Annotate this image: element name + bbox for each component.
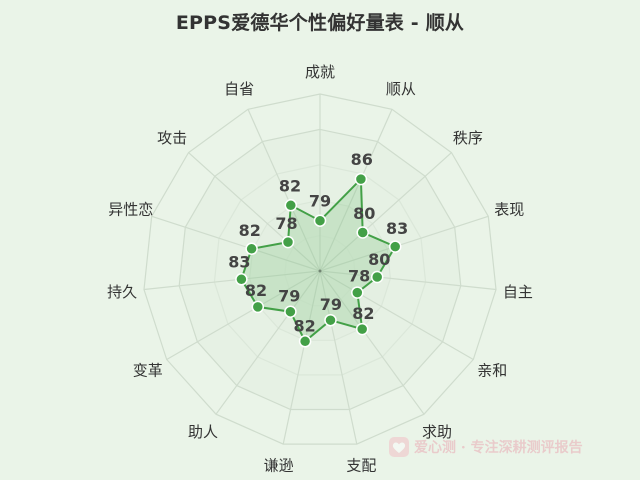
data-point-4 xyxy=(388,240,402,253)
chart-title: EPPS爱德华个性偏好量表 - 顺从 xyxy=(175,12,465,34)
value-label-12: 83 xyxy=(228,253,250,272)
watermark-text: 爱心测 · 专注深耕测评报告 xyxy=(414,440,583,456)
axis-line-13 xyxy=(151,215,321,272)
value-label-11: 82 xyxy=(245,281,267,300)
value-label-13: 82 xyxy=(239,221,261,240)
value-label-7: 82 xyxy=(352,304,374,323)
data-point-6 xyxy=(351,286,364,299)
value-label-2: 86 xyxy=(351,150,373,169)
value-label-14: 78 xyxy=(275,214,297,233)
axis-label-10: 助人 xyxy=(188,423,218,441)
axis-line-6 xyxy=(319,270,474,361)
data-point-9 xyxy=(298,335,312,348)
data-point-3 xyxy=(356,226,369,239)
axis-line-14 xyxy=(188,152,321,272)
axis-line-4 xyxy=(319,215,489,272)
axis-line-7 xyxy=(319,270,425,415)
value-label-4: 83 xyxy=(386,219,408,238)
value-label-15: 82 xyxy=(279,177,301,196)
data-point-13 xyxy=(245,242,258,256)
value-label-9: 82 xyxy=(293,316,315,335)
watermark: 爱心测 · 专注深耕测评报告 xyxy=(388,434,583,460)
axis-line-15 xyxy=(247,109,321,272)
data-point-1 xyxy=(313,214,327,227)
axis-label-12: 持久 xyxy=(107,283,137,301)
axis-line-11 xyxy=(166,270,321,361)
data-point-10 xyxy=(284,305,297,318)
axis-line-10 xyxy=(215,270,321,415)
heart-logo-icon xyxy=(389,437,409,457)
axis-line-8 xyxy=(319,270,358,445)
data-point-11 xyxy=(251,300,265,314)
axis-label-11: 变革 xyxy=(133,362,163,380)
axis-label-5: 自主 xyxy=(503,283,533,301)
axis-line-12 xyxy=(143,270,321,291)
data-point-14 xyxy=(281,235,295,249)
data-point-7 xyxy=(355,322,369,336)
axis-label-9: 谦逊 xyxy=(264,457,294,475)
axis-line-2 xyxy=(319,109,393,272)
axis-label-3: 秩序 xyxy=(453,129,483,147)
grid-ring-5 xyxy=(143,93,497,445)
axis-line-9 xyxy=(282,270,321,445)
value-label-10: 79 xyxy=(278,286,300,305)
data-point-2 xyxy=(354,172,368,186)
series-area xyxy=(240,176,397,343)
axis-label-15: 自省 xyxy=(224,80,254,98)
axis-label-2: 顺从 xyxy=(386,80,416,98)
data-point-5 xyxy=(370,270,384,284)
value-label-5: 80 xyxy=(368,250,390,269)
axis-label-7: 求助 xyxy=(422,423,452,441)
series-points xyxy=(235,172,402,348)
axis-line-5 xyxy=(319,270,497,291)
value-label-1: 79 xyxy=(309,192,331,211)
data-point-12 xyxy=(235,273,248,286)
value-label-6: 78 xyxy=(348,267,370,286)
axis-label-1: 成就 xyxy=(305,63,335,81)
radar-center-dot xyxy=(318,269,322,273)
axis-line-3 xyxy=(319,152,452,272)
value-label-3: 80 xyxy=(353,204,375,223)
axis-label-6: 亲和 xyxy=(477,362,507,380)
data-point-15 xyxy=(284,199,298,212)
axis-label-4: 表现 xyxy=(494,201,524,219)
radar-axis-lines xyxy=(143,94,497,445)
axis-label-13: 异性恋 xyxy=(108,201,153,219)
data-point-8 xyxy=(324,313,337,327)
value-label-8: 79 xyxy=(320,295,342,314)
axis-label-8: 支配 xyxy=(346,457,376,475)
axis-label-14: 攻击 xyxy=(157,129,187,147)
